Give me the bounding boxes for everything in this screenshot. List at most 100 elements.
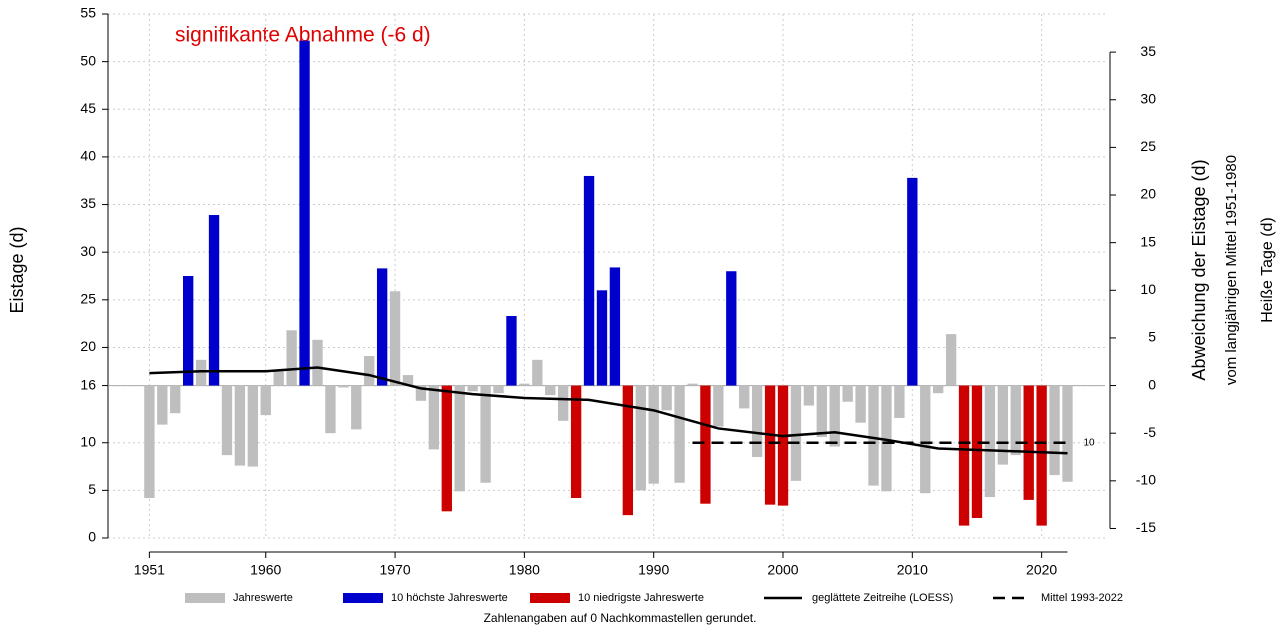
bar [933,385,944,394]
bar [454,385,465,492]
y-tick-label: 50 [80,52,96,68]
y-tick-label: 0 [88,529,96,545]
y2-tick-label: 0 [1148,376,1156,392]
bar [894,385,905,418]
bar [351,385,362,430]
annotation: signifikante Abnahme (-6 d) [175,24,431,47]
x-tick-label: 1970 [379,562,410,578]
x-tick-label: 1980 [509,562,540,578]
legend-swatch [530,593,570,603]
legend-swatch [343,593,383,603]
legend-label: Mittel 1993-2022 [1041,592,1123,604]
y-tick-label: 20 [80,338,96,354]
bar [467,385,478,392]
bar [1010,385,1021,456]
y2-tick-label: 15 [1140,233,1156,249]
bar [519,383,530,386]
bar [545,385,556,396]
bar [1062,385,1073,482]
y-tick-label: 45 [80,100,96,116]
bar [428,385,440,450]
bar [751,385,763,458]
bar [596,290,608,386]
bar [299,40,310,386]
y2-tick-label: 25 [1140,138,1156,154]
bar [739,385,750,409]
bar [208,215,220,386]
bar [144,385,155,498]
y-tick-label: 10 [80,433,96,449]
y-tick-label: 40 [80,148,96,164]
y-tick-label: 35 [80,195,96,211]
legend-label: 10 niedrigste Jahreswerte [578,592,704,604]
bar [1023,385,1034,500]
y-tick-label: 5 [88,481,96,497]
x-tick-label: 1990 [638,562,669,578]
bar [777,385,789,506]
bar [247,385,259,467]
y-tick-label: 16 [80,376,96,392]
y2-tick-label: -5 [1144,424,1157,440]
bar [764,385,776,505]
bar [829,385,840,447]
legend-label: geglättete Zeitreihe (LOESS) [812,592,953,604]
legend-swatch [185,593,225,603]
bar [648,385,659,484]
bar [661,385,672,411]
bar [183,276,194,386]
bar [325,385,336,434]
bar [984,385,996,498]
bar [170,385,181,414]
bar [713,385,724,427]
bar [415,385,427,401]
bar [260,385,271,416]
bar [790,385,802,481]
x-tick-label: 1960 [250,562,281,578]
bar [803,385,815,406]
footnote: Zahlenangaben auf 0 Nachkommastellen ger… [484,611,757,625]
bar [570,385,582,498]
bar [855,385,866,423]
y2-tick-label: 10 [1140,281,1156,297]
bar [376,268,388,386]
extra-label: Heiße Tage (d) [1259,217,1276,323]
bar [971,385,983,518]
bar [506,316,517,386]
bar [480,385,491,483]
y2-tick-label: -15 [1136,519,1156,535]
y2-axis-sublabel: vom langjährigen Mittel 1951-1980 [1223,155,1240,385]
bar [907,177,918,386]
x-tick-label: 2020 [1026,562,1057,578]
bar [1036,385,1047,526]
bar [622,385,634,516]
bar [286,330,297,386]
y2-axis-label: Abweichung der Eistage (d) [1189,159,1209,380]
y-tick-label: 55 [80,5,96,21]
x-tick-label: 2000 [767,562,798,578]
bar [687,383,698,386]
x-tick-label: 1951 [134,562,165,578]
bar [635,385,646,491]
bar [609,267,621,386]
y2-tick-label: 30 [1140,90,1156,106]
bar [920,385,931,494]
legend-label: 10 höchste Jahreswerte [391,592,508,604]
bar [157,385,168,425]
bar [583,175,595,386]
bar [234,385,246,466]
x-tick-label: 2010 [897,562,928,578]
bar [221,385,233,456]
bar [945,334,957,386]
bar [338,385,349,388]
bar [842,385,853,402]
y-tick-label: 25 [80,291,96,307]
y2-tick-label: 35 [1140,43,1156,59]
y-axis-label: Eistage (d) [7,226,27,313]
bar [674,385,685,483]
bar [558,385,569,421]
bar [726,271,737,386]
bar [493,385,504,394]
bar [364,356,375,386]
bar [868,385,879,486]
